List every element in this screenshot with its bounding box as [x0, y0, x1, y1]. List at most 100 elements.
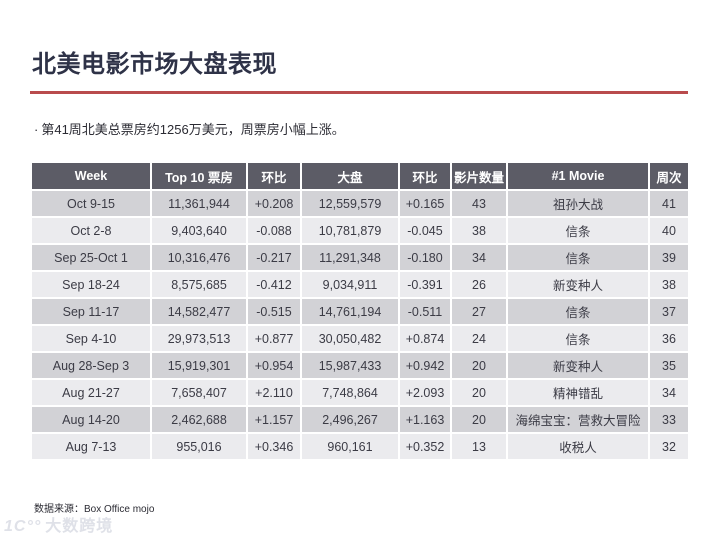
table-cell: Sep 18-24	[30, 270, 152, 299]
table-cell: 7,748,864	[300, 378, 400, 407]
watermark-glyph-icon: 1C°°	[4, 518, 42, 535]
table-cell: 14,582,477	[150, 297, 248, 326]
table-cell: 34	[648, 378, 690, 407]
table-cell: +1.157	[246, 405, 302, 434]
table-cell: 8,575,685	[150, 270, 248, 299]
table-cell: -0.217	[246, 243, 302, 272]
table-row: Sep 18-24 8,575,685 -0.412 9,034,911 -0.391 2…	[30, 270, 690, 299]
table-cell: 27	[450, 297, 508, 326]
table-cell: +2.093	[398, 378, 452, 407]
table-cell: 12,559,579	[300, 189, 400, 218]
table-cell: Oct 2-8	[30, 216, 152, 245]
table-cell: 2,496,267	[300, 405, 400, 434]
table-cell: 信条	[506, 297, 650, 326]
table-cell: 43	[450, 189, 508, 218]
table-row: Oct 2-8 9,403,640 -0.088 10,781,879 -0.045 38…	[30, 216, 690, 245]
table-cell: 信条	[506, 324, 650, 353]
table-cell: 新变种人	[506, 351, 650, 380]
table-cell: 38	[450, 216, 508, 245]
table-cell: -0.412	[246, 270, 302, 299]
table-header-row: Week Top 10 票房 环比 大盘 环比 影片数量 #1 Movie 周次	[30, 161, 690, 191]
table-cell: +0.954	[246, 351, 302, 380]
table-cell: -0.180	[398, 243, 452, 272]
table-cell: Aug 7-13	[30, 432, 152, 461]
table-cell: +0.346	[246, 432, 302, 461]
table-cell: Sep 11-17	[30, 297, 152, 326]
watermark-logo: 1C°° 大数跨境	[4, 512, 113, 536]
table-cell: Aug 14-20	[30, 405, 152, 434]
table-cell: 960,161	[300, 432, 400, 461]
table-cell: 15,919,301	[150, 351, 248, 380]
table-cell: 20	[450, 405, 508, 434]
table-cell: 信条	[506, 243, 650, 272]
table-cell: 9,034,911	[300, 270, 400, 299]
table-cell: 7,658,407	[150, 378, 248, 407]
table-row: Aug 14-20 2,462,688 +1.157 2,496,267 +1.163 2…	[30, 405, 690, 434]
column-header: 环比	[246, 161, 302, 191]
table-cell: 信条	[506, 216, 650, 245]
table-cell: 35	[648, 351, 690, 380]
table-cell: +0.352	[398, 432, 452, 461]
column-header: 大盘	[300, 161, 400, 191]
table-cell: 30,050,482	[300, 324, 400, 353]
weekly-box-office-table: Week Top 10 票房 环比 大盘 环比 影片数量 #1 Movie 周次 Oct 9-…	[30, 161, 690, 461]
table-cell: +1.163	[398, 405, 452, 434]
column-header: #1 Movie	[506, 161, 650, 191]
table-cell: 36	[648, 324, 690, 353]
table-cell: +0.877	[246, 324, 302, 353]
watermark-text: 大数跨境	[45, 518, 114, 535]
table-row: Sep 11-17 14,582,477 -0.515 14,761,194 -0.51…	[30, 297, 690, 326]
table-cell: 955,016	[150, 432, 248, 461]
column-header: 影片数量	[450, 161, 508, 191]
table-cell: 10,316,476	[150, 243, 248, 272]
table-cell: 祖孙大战	[506, 189, 650, 218]
table-cell: Aug 28-Sep 3	[30, 351, 152, 380]
bullet-marker: ·	[34, 122, 39, 137]
table-cell: -0.045	[398, 216, 452, 245]
page-title: 北美电影市场大盘表现	[32, 51, 277, 78]
table-cell: 29,973,513	[150, 324, 248, 353]
summary-text: 第41周北美总票房约1256万美元，周票房小幅上涨。	[41, 122, 345, 137]
summary-bullet: · 第41周北美总票房约1256万美元，周票房小幅上涨。	[34, 119, 345, 138]
table-cell: +2.110	[246, 378, 302, 407]
table-row: Aug 7-13 955,016 +0.346 960,161 +0.352 13 收税人 3…	[30, 432, 690, 461]
data-source: 数据来源：Box Office mojo	[34, 504, 155, 515]
table-cell: 40	[648, 216, 690, 245]
table-cell: 海绵宝宝：营救大冒险	[506, 405, 650, 434]
table-cell: Sep 4-10	[30, 324, 152, 353]
table-cell: 精神错乱	[506, 378, 650, 407]
table-cell: +0.208	[246, 189, 302, 218]
table-body: Oct 9-15 11,361,944 +0.208 12,559,579 +0.165…	[30, 189, 690, 461]
table-row: Aug 21-27 7,658,407 +2.110 7,748,864 +2.093 2…	[30, 378, 690, 407]
table-cell: Oct 9-15	[30, 189, 152, 218]
table-row: Sep 25-Oct 1 10,316,476 -0.217 11,291,348 -0…	[30, 243, 690, 272]
table-cell: 11,361,944	[150, 189, 248, 218]
table-row: Oct 9-15 11,361,944 +0.208 12,559,579 +0.165…	[30, 189, 690, 218]
table-cell: +0.874	[398, 324, 452, 353]
table-cell: 9,403,640	[150, 216, 248, 245]
table-cell: 14,761,194	[300, 297, 400, 326]
title-divider	[30, 91, 688, 94]
table-cell: 20	[450, 378, 508, 407]
table-cell: 10,781,879	[300, 216, 400, 245]
table-cell: -0.511	[398, 297, 452, 326]
table-row: Aug 28-Sep 3 15,919,301 +0.954 15,987,433 +0…	[30, 351, 690, 380]
table-cell: 11,291,348	[300, 243, 400, 272]
table-cell: -0.391	[398, 270, 452, 299]
table-cell: -0.088	[246, 216, 302, 245]
table-cell: Sep 25-Oct 1	[30, 243, 152, 272]
column-header: Week	[30, 161, 152, 191]
table-cell: 41	[648, 189, 690, 218]
table-cell: +0.942	[398, 351, 452, 380]
table-cell: 收税人	[506, 432, 650, 461]
table-cell: 24	[450, 324, 508, 353]
column-header: Top 10 票房	[150, 161, 248, 191]
column-header: 环比	[398, 161, 452, 191]
column-header: 周次	[648, 161, 690, 191]
table-cell: Aug 21-27	[30, 378, 152, 407]
table-cell: 15,987,433	[300, 351, 400, 380]
table-cell: 33	[648, 405, 690, 434]
table-cell: 39	[648, 243, 690, 272]
table-cell: 26	[450, 270, 508, 299]
table-cell: 34	[450, 243, 508, 272]
